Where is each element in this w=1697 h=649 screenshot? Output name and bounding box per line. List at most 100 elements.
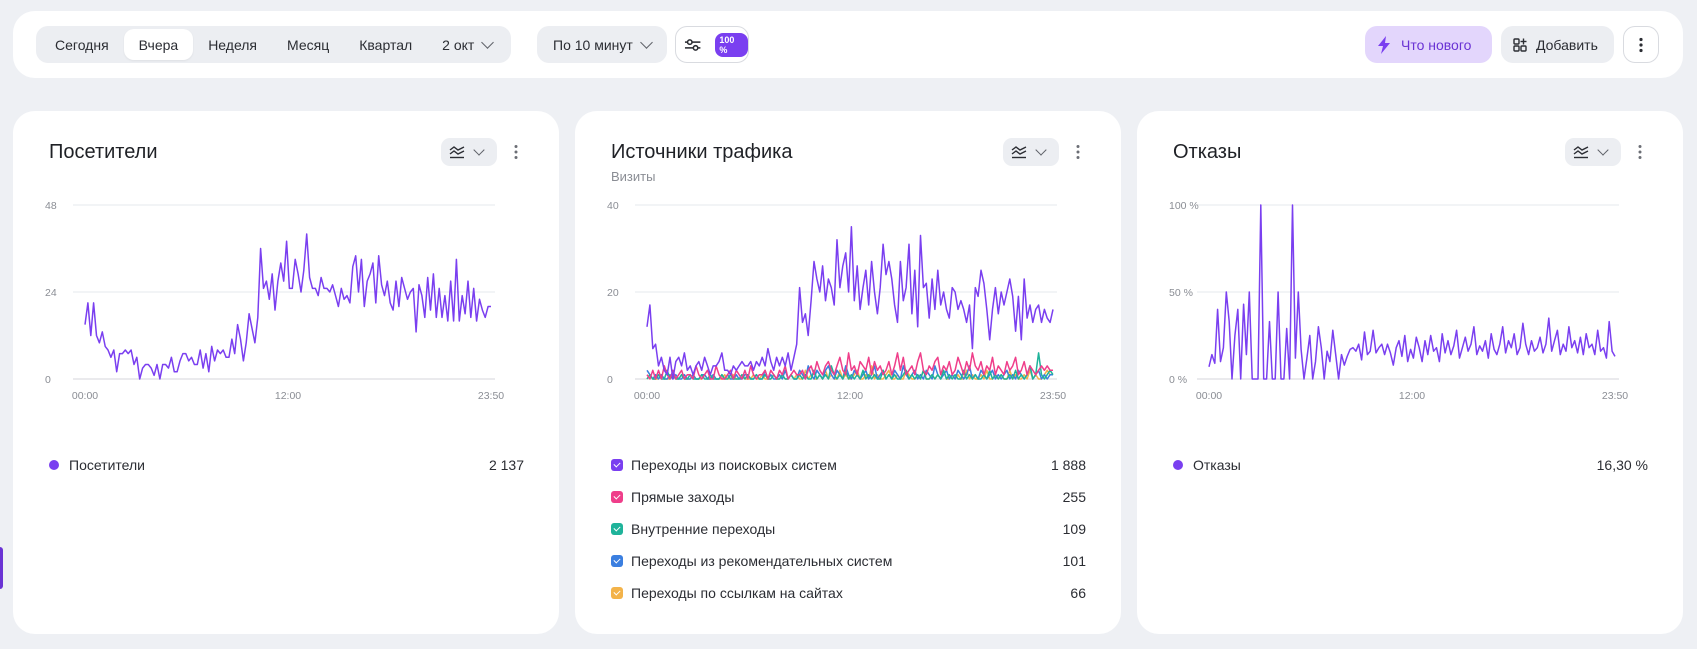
- legend-item[interactable]: Переходы из поисковых систем 1 888: [611, 449, 1086, 481]
- card-title: Посетители: [49, 141, 158, 164]
- chevron-down-icon: [473, 144, 484, 155]
- more-vertical-icon: [514, 144, 518, 160]
- card-more-button[interactable]: [508, 141, 524, 163]
- legend-label: Переходы из рекомендательных систем: [631, 553, 892, 569]
- legend-value: 66: [1070, 585, 1086, 601]
- legend-item[interactable]: Внутренние переходы 109: [611, 513, 1086, 545]
- chevron-down-icon: [640, 36, 653, 49]
- chevron-down-icon: [1597, 144, 1608, 155]
- legend: Посетители 2 137: [49, 449, 524, 481]
- y-tick-label: 0: [607, 374, 613, 386]
- legend-label: Переходы по ссылкам на сайтах: [631, 585, 843, 601]
- visitors-card: Посетители 0 24 48 00:00 12:00 23:50 Посетите…: [13, 111, 559, 634]
- card-subtitle: Визиты: [611, 169, 655, 184]
- y-tick-label: 20: [607, 287, 619, 299]
- legend-value: 109: [1063, 521, 1086, 537]
- legend-label: Отказы: [1193, 457, 1241, 473]
- lightning-icon: [1377, 36, 1391, 54]
- side-panel-handle[interactable]: [0, 547, 3, 589]
- chart-type-switch[interactable]: [441, 138, 497, 166]
- legend-label: Прямые заходы: [631, 489, 734, 505]
- y-tick-label: 50 %: [1169, 287, 1193, 299]
- legend-item[interactable]: Переходы по ссылкам на сайтах 66: [611, 577, 1086, 609]
- chevron-down-icon: [1035, 144, 1046, 155]
- date-label: 2 окт: [442, 37, 474, 53]
- legend-item[interactable]: Посетители 2 137: [49, 449, 524, 481]
- sliders-icon: [684, 38, 701, 52]
- interval-select[interactable]: По 10 минут: [537, 26, 667, 63]
- chart-type-icon: [1573, 145, 1589, 159]
- x-tick-label: 00:00: [634, 390, 660, 402]
- sampling-button[interactable]: 100 %: [675, 26, 749, 63]
- series-line: [85, 234, 491, 379]
- x-tick-label: 23:50: [1602, 390, 1628, 402]
- card-more-button[interactable]: [1070, 141, 1086, 163]
- y-tick-label: 100 %: [1169, 200, 1199, 212]
- period-quarter[interactable]: Квартал: [344, 29, 427, 60]
- x-tick-label: 12:00: [1399, 390, 1425, 402]
- legend-value: 2 137: [489, 457, 524, 473]
- more-vertical-icon: [1638, 144, 1642, 160]
- bounce-rate-card: Отказы 0 % 50 % 100 % 00:00 12:00 23:50 Отказ…: [1137, 111, 1683, 634]
- period-selector: Сегодня Вчера Неделя Месяц Квартал 2 окт: [36, 26, 511, 63]
- x-tick-label: 00:00: [1196, 390, 1222, 402]
- x-tick-label: 12:00: [275, 390, 301, 402]
- series-dot-icon: [49, 460, 59, 470]
- period-month[interactable]: Месяц: [272, 29, 344, 60]
- checkbox-icon[interactable]: [611, 459, 623, 471]
- legend-value: 101: [1063, 553, 1086, 569]
- legend-value: 1 888: [1051, 457, 1086, 473]
- legend-label: Переходы из поисковых систем: [631, 457, 837, 473]
- y-tick-label: 24: [45, 287, 57, 299]
- x-tick-label: 23:50: [1040, 390, 1066, 402]
- card-title: Отказы: [1173, 141, 1241, 164]
- bounce-rate-chart: 0 % 50 % 100 % 00:00 12:00 23:50: [1161, 195, 1666, 420]
- x-tick-label: 12:00: [837, 390, 863, 402]
- series-line: [647, 227, 1053, 379]
- legend-item[interactable]: Отказы 16,30 %: [1173, 449, 1648, 481]
- legend-item[interactable]: Прямые заходы 255: [611, 481, 1086, 513]
- toolbar: Сегодня Вчера Неделя Месяц Квартал 2 окт…: [13, 11, 1683, 78]
- legend: Переходы из поисковых систем 1 888 Прямы…: [611, 449, 1086, 609]
- legend-label: Посетители: [69, 457, 145, 473]
- add-button[interactable]: Добавить: [1501, 26, 1614, 63]
- legend: Отказы 16,30 %: [1173, 449, 1648, 481]
- whats-new-button[interactable]: Что нового: [1365, 26, 1492, 63]
- x-tick-label: 00:00: [72, 390, 98, 402]
- whats-new-label: Что нового: [1401, 37, 1471, 53]
- chevron-down-icon: [481, 36, 494, 49]
- add-label: Добавить: [1536, 37, 1598, 53]
- x-tick-label: 23:50: [478, 390, 504, 402]
- chart-type-icon: [449, 145, 465, 159]
- traffic-sources-card: Источники трафика Визиты 0 20 40 00:00 12:00…: [575, 111, 1121, 634]
- period-yesterday[interactable]: Вчера: [124, 29, 194, 60]
- more-vertical-icon: [1076, 144, 1080, 160]
- checkbox-icon[interactable]: [611, 555, 623, 567]
- y-tick-label: 0 %: [1169, 374, 1187, 386]
- legend-value: 16,30 %: [1597, 457, 1648, 473]
- card-more-button[interactable]: [1632, 141, 1648, 163]
- more-vertical-icon: [1639, 37, 1643, 53]
- checkbox-icon[interactable]: [611, 523, 623, 535]
- toolbar-more-button[interactable]: [1623, 26, 1659, 63]
- checkbox-icon[interactable]: [611, 491, 623, 503]
- period-today[interactable]: Сегодня: [40, 29, 124, 60]
- chart-type-switch[interactable]: [1003, 138, 1059, 166]
- period-week[interactable]: Неделя: [193, 29, 272, 60]
- date-picker[interactable]: 2 окт: [427, 29, 507, 60]
- legend-value: 255: [1063, 489, 1086, 505]
- y-tick-label: 0: [45, 374, 51, 386]
- chart-type-switch[interactable]: [1565, 138, 1621, 166]
- interval-label: По 10 минут: [553, 37, 633, 53]
- y-tick-label: 48: [45, 200, 57, 212]
- add-widget-icon: [1513, 38, 1527, 52]
- y-tick-label: 40: [607, 200, 619, 212]
- chart-type-icon: [1011, 145, 1027, 159]
- visitors-chart: 0 24 48 00:00 12:00 23:50: [37, 195, 542, 420]
- legend-item[interactable]: Переходы из рекомендательных систем 101: [611, 545, 1086, 577]
- legend-label: Внутренние переходы: [631, 521, 775, 537]
- series-dot-icon: [1173, 460, 1183, 470]
- traffic-sources-chart: 0 20 40 00:00 12:00 23:50: [599, 195, 1104, 420]
- checkbox-icon[interactable]: [611, 587, 623, 599]
- card-title: Источники трафика: [611, 141, 792, 164]
